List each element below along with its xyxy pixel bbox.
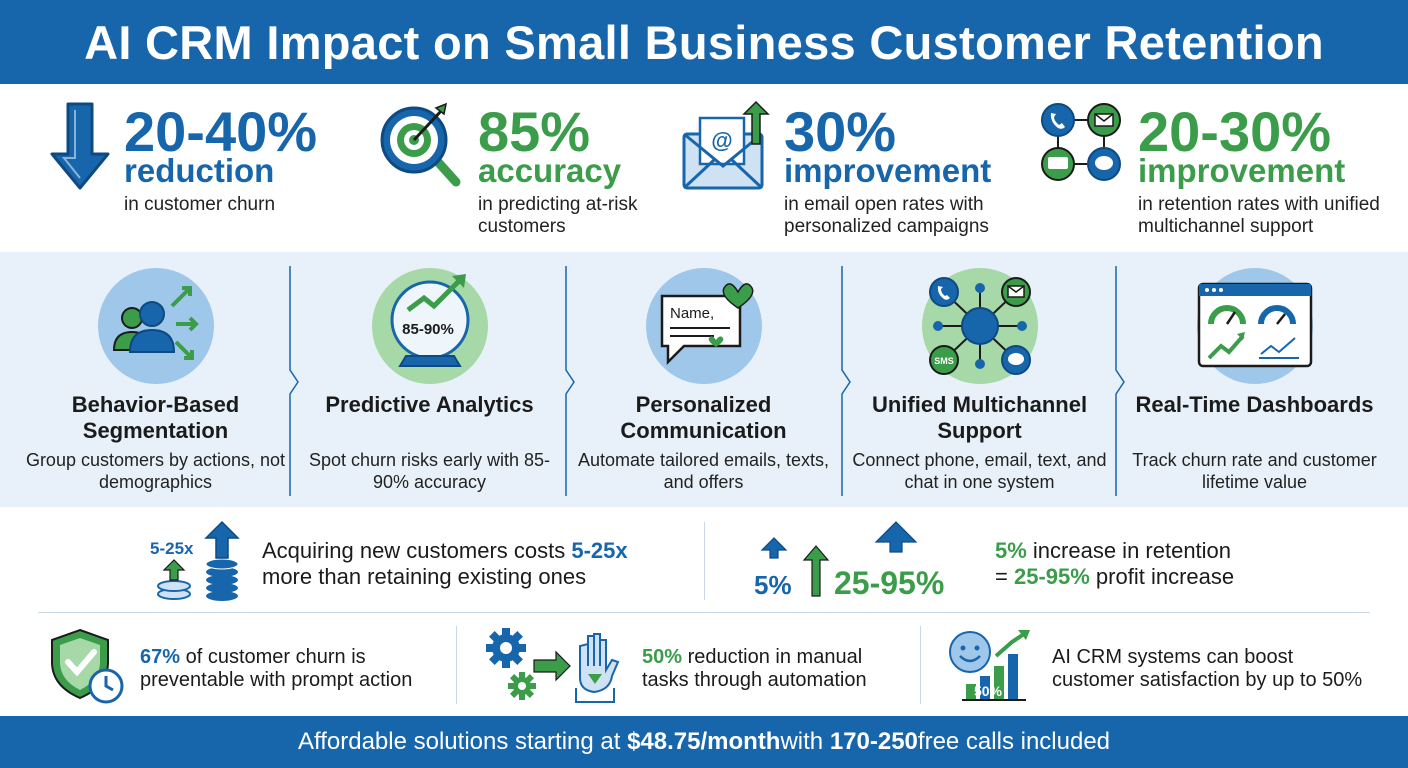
footer-banner: Affordable solutions starting at $48.75/… <box>0 716 1408 768</box>
profit-small-badge: 5% <box>754 570 792 600</box>
divider <box>38 612 1370 613</box>
feature-desc: Group customers by actions, not demograp… <box>25 450 286 492</box>
stat-desc: in email open rates with personalized ca… <box>784 194 989 237</box>
feature-segmentation: Behavior-Based Segmentation Group custom… <box>18 252 293 507</box>
dashboard-icon <box>1196 268 1313 384</box>
page-title: AI CRM Impact on Small Business Customer… <box>84 15 1324 69</box>
profit-big-badge: 25-95% <box>834 565 944 601</box>
down-arrow-icon <box>50 102 110 190</box>
chat-bubble-icon: Name, <box>645 268 762 384</box>
acquire-cost-text: Acquiring new customers costs 5-25x more… <box>262 538 628 589</box>
churn-prevention-text: 67% of customer churn is preventable wit… <box>140 646 413 691</box>
feature-title: Behavior-Based Segmentation <box>71 392 240 443</box>
feature-predictive-analytics: 85-90% Predictive Analytics Spot churn r… <box>292 252 567 507</box>
feature-personalized-communication: Name, Personalized Communication Automat… <box>566 252 841 507</box>
target-magnifier-icon <box>380 102 461 187</box>
stat-desc: in retention rates with unified multicha… <box>1138 194 1380 237</box>
acquire-cost-badge: 5-25x <box>150 539 194 558</box>
feature-unified-multichannel: SMS Unified Multichannel Support Connect… <box>842 252 1117 507</box>
stat-value: 85% <box>478 100 591 163</box>
feature-desc: Spot churn risks early with 85-90% accur… <box>308 450 551 492</box>
stat-desc: in predicting at-risk customers <box>478 194 638 237</box>
stat-value: 30% <box>784 100 897 163</box>
profit-growth-icon: 5% 25-95% <box>754 521 944 601</box>
feature-title: Predictive Analytics <box>325 392 534 417</box>
feature-title: Personalized Communication <box>620 392 787 443</box>
crystal-ball-badge: 85-90% <box>402 321 454 338</box>
stat-value: 20-30% <box>1138 100 1332 163</box>
feature-title: Real-Time Dashboards <box>1135 392 1374 417</box>
feature-desc: Track churn rate and customer lifetime v… <box>1132 450 1377 492</box>
chat-bubble-badge: Name, <box>670 305 714 322</box>
stat-unit: accuracy <box>478 152 622 189</box>
chevron-divider <box>841 266 851 496</box>
stat-prediction-accuracy: 85% accuracy in predicting at-risk custo… <box>378 96 668 246</box>
shield-check-icon <box>51 628 124 704</box>
feature-desc: Connect phone, email, text, and chat in … <box>852 450 1107 492</box>
chevron-divider <box>289 266 299 496</box>
satisfaction-text: AI CRM systems can boost customer satisf… <box>1052 646 1363 691</box>
profit-text: 5% increase in retention = 25-95% profit… <box>995 538 1235 589</box>
stat-value: 20-40% <box>124 100 318 163</box>
automation-text: 50% reduction in manual tasks through au… <box>642 646 867 691</box>
hub-sms-badge: SMS <box>934 356 954 366</box>
hub-icon: SMS <box>921 268 1038 384</box>
stat-retention-rate: 20-30% improvement in retention rates wi… <box>1036 96 1396 246</box>
feature-realtime-dashboards: Real-Time Dashboards Track churn rate an… <box>1117 252 1392 507</box>
stat-desc: in customer churn <box>124 194 276 215</box>
email-icon: @ <box>682 100 770 190</box>
chevron-divider <box>565 266 575 496</box>
features-band: Behavior-Based Segmentation Group custom… <box>0 252 1408 507</box>
crystal-ball-icon: 85-90% <box>371 268 488 384</box>
header-banner: AI CRM Impact on Small Business Customer… <box>0 0 1408 84</box>
divider <box>704 522 705 600</box>
multichannel-icon <box>1041 103 1121 181</box>
stat-unit: reduction <box>124 152 275 189</box>
smiley-chart-icon: 50% <box>949 630 1030 701</box>
feature-desc: Automate tailored emails, texts, and off… <box>577 450 830 492</box>
stat-email-open-rate: @ 30% improvement in email open rates wi… <box>680 96 1010 246</box>
coin-stack-arrow-icon: 5-25x <box>150 520 240 601</box>
svg-text:@: @ <box>711 128 732 153</box>
feature-title: Unified Multichannel Support <box>871 392 1088 443</box>
divider <box>456 626 457 704</box>
stat-unit: improvement <box>784 152 992 189</box>
stat-churn-reduction: 20-40% reduction in customer churn <box>48 96 358 246</box>
stat-unit: improvement <box>1138 152 1346 189</box>
chevron-divider <box>1115 266 1125 496</box>
satisfaction-badge: 50% <box>974 683 1003 699</box>
gears-hand-icon <box>486 628 620 703</box>
segmentation-icon <box>97 268 214 384</box>
divider <box>920 626 921 704</box>
